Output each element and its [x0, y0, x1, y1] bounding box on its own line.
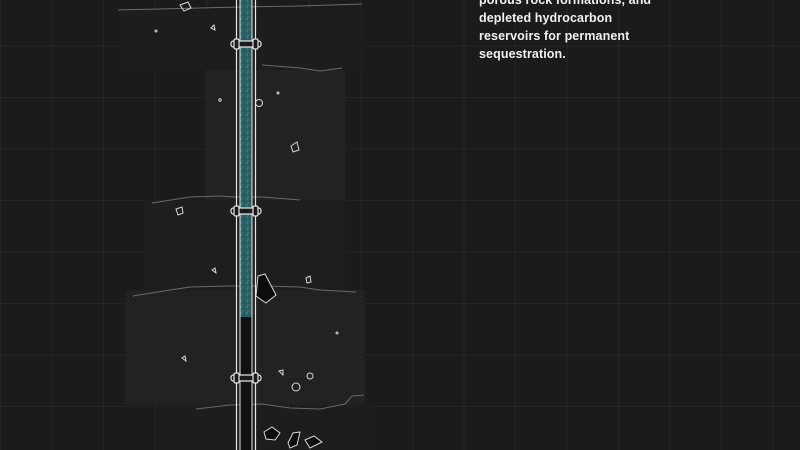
rock-fragment	[291, 382, 301, 392]
casing-coupling	[230, 205, 262, 217]
stratum-deep	[160, 405, 370, 450]
boundary-line	[261, 64, 343, 72]
rock-fragment	[154, 29, 158, 33]
stratum-middle	[205, 70, 345, 200]
rock-fragment	[175, 206, 184, 216]
rock-fragment	[181, 355, 187, 363]
description-line: sequestration.	[479, 47, 566, 61]
rock-fragment	[211, 267, 217, 275]
co2-column	[240, 0, 252, 317]
rock-fragment	[335, 331, 339, 335]
boundary-line	[195, 394, 365, 410]
rock-fragment	[304, 435, 323, 449]
boundary-line	[117, 3, 363, 11]
rock-fragment	[263, 426, 281, 441]
rock-fragment	[255, 273, 277, 304]
boundary-line	[151, 195, 301, 204]
rock-fragment	[305, 275, 312, 284]
rock-fragment	[210, 23, 216, 31]
rock-fragment	[306, 372, 314, 380]
rock-fragment	[287, 431, 301, 449]
rock-fragments	[154, 1, 339, 449]
strata-boundaries	[117, 3, 365, 410]
casing-coupling	[230, 38, 262, 50]
description-text: porous rock formations, and depleted hyd…	[479, 0, 679, 63]
description-line: porous rock formations, and	[479, 0, 652, 7]
rock-fragment	[290, 141, 300, 153]
description-line: depleted hydrocarbon	[479, 11, 613, 25]
rock-fragment	[179, 1, 192, 12]
casing-couplings	[230, 38, 262, 384]
rock-fragment	[278, 369, 284, 377]
description-line: reservoirs for permanent	[479, 29, 630, 43]
rock-fragment	[276, 91, 280, 95]
casing-coupling	[230, 372, 262, 384]
rock-fragment	[218, 98, 222, 102]
well-casing	[235, 0, 257, 450]
injection-well	[235, 0, 257, 450]
